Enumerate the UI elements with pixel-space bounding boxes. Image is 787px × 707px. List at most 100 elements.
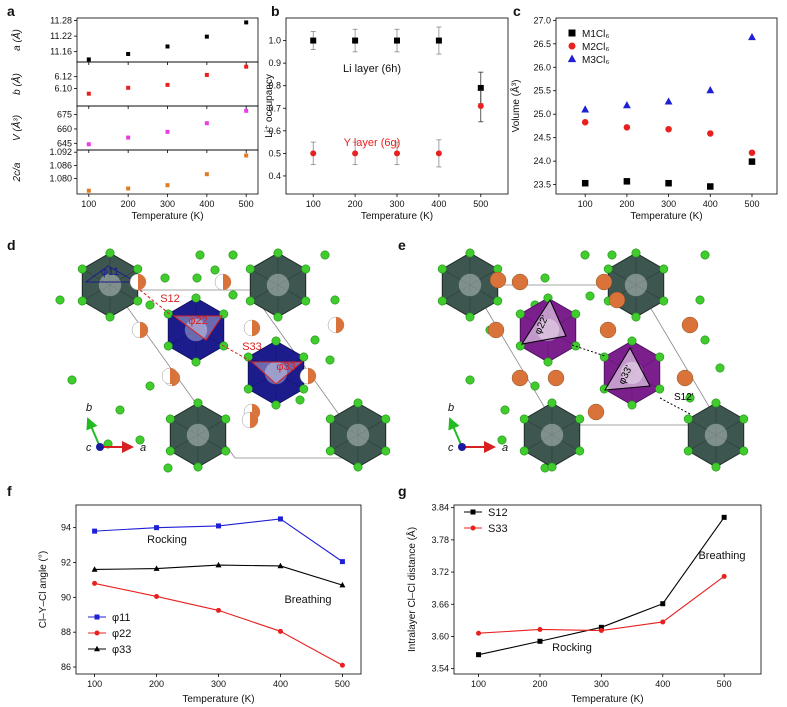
structure-e-cl-atom-143 — [465, 375, 475, 385]
chart-f-legend-marker-2 — [94, 645, 100, 652]
structure-d-m1d-cl-atom-71 — [381, 446, 391, 456]
chart-c-legend-marker-0 — [568, 29, 576, 37]
structure-e-m1d-cl-atom-204 — [711, 462, 721, 472]
chart-f-xtick-label-0: 100 — [87, 679, 102, 689]
chart-c-s2-point-4 — [748, 33, 756, 41]
structure-d-li-site-121-orange-123 — [170, 368, 178, 384]
structure-d-m1c-octa-edge-53 — [170, 418, 199, 436]
panel-label-e: e — [398, 237, 406, 253]
structure-e-cl-atom-133 — [580, 250, 590, 260]
chart-a-sub1-point-3 — [204, 72, 209, 77]
structure-e-cl-atom-148 — [497, 435, 507, 445]
structure-e-m1c-cl-atom-187 — [547, 398, 557, 408]
chart-c-legend-label-0: M1Cl₆ — [582, 29, 609, 40]
chart-a-sub0-ylabel: a (Å) — [10, 29, 23, 51]
chart-f-s2-point-1 — [153, 565, 160, 571]
structure-e-m3-cl-atom-231 — [655, 384, 665, 394]
chart-b-ytick-label-2: 0.6 — [268, 126, 281, 136]
structure-e-m1a-cl-atom-161 — [493, 296, 503, 306]
chart-b-xtick-label-1: 200 — [348, 199, 363, 209]
chart-c-legend-label-1: M2Cl₆ — [582, 42, 609, 53]
chart-f-ylabel: Cl–Y–Cl angle (°) — [38, 551, 49, 628]
chart-b-s0-point-4 — [477, 84, 484, 91]
chart-a-sub0-frame — [76, 17, 259, 63]
structure-e-m1b-cl-atom-174 — [659, 264, 669, 274]
structure-d-cl-atom-4 — [192, 273, 202, 283]
chart-a-sub0-point-4 — [244, 20, 249, 25]
chart-f-xtick-label-2: 300 — [211, 679, 226, 689]
chart-f-ytick-label-3: 92 — [61, 557, 71, 567]
chart-f-s2-line — [94, 564, 343, 586]
structure-d-m3-octa-edge-92 — [275, 372, 304, 390]
structure-d-s33-link — [221, 344, 253, 363]
structure-d-cl-atom-10 — [67, 375, 77, 385]
structure-d-cl-atom-13 — [295, 395, 305, 405]
chart-g-ytick-label-0: 3.54 — [431, 664, 449, 674]
chart-a-sub3-ylabel: 2c/a — [12, 162, 23, 182]
structure-d-m1d-cl-atom-74 — [325, 414, 335, 424]
chart-f-legend-marker-0 — [94, 614, 100, 620]
chart-b-xtick-label-0: 100 — [306, 199, 321, 209]
chart-f-s2-point-2 — [215, 561, 222, 568]
structure-e-cl-atom-146 — [685, 393, 695, 403]
chart-a-sub0-ytick-label-0: 11.16 — [50, 47, 72, 57]
structure-e-m1a-cl-atom-162 — [465, 312, 475, 322]
chart-f-s1-point-4 — [339, 662, 345, 668]
chart-c-s1-point-0 — [581, 118, 589, 126]
chart-a-sub3-frame — [76, 149, 259, 195]
chart-f-xtick-label-3: 400 — [273, 679, 288, 689]
structure-d-axis-c-label: c — [86, 442, 92, 454]
structure-e-m2-cl-atom-220 — [515, 309, 525, 319]
chart-a-sub1-ytick-label-1: 6.12 — [54, 72, 72, 82]
chart-b-xtick-label-3: 400 — [431, 199, 446, 209]
panel-label-f: f — [7, 483, 12, 499]
structure-d-m3-cl-atom-100 — [271, 400, 281, 410]
structure-e-li-site-253-254 — [681, 316, 699, 334]
chart-c-xtick-label-0: 100 — [578, 199, 593, 209]
chart-c-s0-point-4 — [748, 158, 756, 165]
structure-d-cl-atom-8 — [310, 335, 320, 345]
chart-f-ytick-label-4: 94 — [61, 523, 71, 533]
panel-label-b: b — [271, 3, 280, 19]
structure-e-li-site-255-256 — [489, 271, 507, 289]
chart-f-legend-label-0: φ11 — [112, 612, 131, 624]
structure-e-m1d-octa-edge-195 — [715, 418, 744, 436]
structure-e-m1b-cl-atom-178 — [603, 264, 613, 274]
chart-g-s0-point-4 — [721, 514, 727, 520]
chart-c-legend-marker-2 — [567, 54, 577, 63]
chart-g-s1-point-2 — [598, 628, 604, 634]
structure-e-phi22-triangle — [520, 298, 567, 345]
structure-e-li-site-235-236 — [511, 273, 529, 291]
chart-c-xtick-label-1: 200 — [619, 199, 634, 209]
chart-c-s2-point-1 — [622, 101, 631, 109]
panel-label-a: a — [7, 3, 15, 19]
structure-e-m1d-center-atom-200 — [704, 423, 728, 447]
chart-a-sub3-ytick-label-2: 1.092 — [49, 147, 72, 157]
chart-a-sub2-ytick-label-0: 645 — [57, 138, 72, 148]
structure-d-phi11-triangle — [84, 265, 138, 283]
structure-e-m1a-center-atom-158 — [458, 273, 482, 297]
structure-e-m1c-cl-atom-191 — [519, 446, 529, 456]
structure-e-m1b-octa-edge-167 — [635, 268, 664, 286]
structure-d-axis-b-label: b — [86, 402, 92, 414]
chart-f-xtick-label-4: 500 — [335, 679, 350, 689]
structure-e-axis-b-label: b — [448, 402, 454, 414]
chart-f-xtick-label-1: 200 — [149, 679, 164, 689]
structure-d-axis-a-label: a — [140, 442, 146, 454]
structure-d-label-phi11: φ11 — [101, 266, 120, 278]
structure-d-m1a-cl-atom-28 — [133, 264, 143, 274]
structure-d-m1c-cl-atom-57 — [221, 446, 231, 456]
structure-d-m1b-cl-atom-45 — [245, 296, 255, 306]
chart-f-ytick-label-2: 90 — [61, 592, 71, 602]
structure-d-m2-cl-atom-86 — [191, 357, 201, 367]
structure-e-link-1 — [571, 344, 606, 357]
chart-b-s1-point-3 — [435, 150, 442, 157]
structure-d-m1b-cl-atom-43 — [301, 296, 311, 306]
structure-d-m1b-center-atom-40 — [266, 273, 290, 297]
structure-e-axis-b-arrow — [448, 417, 463, 448]
chart-g-annotation-0: Rocking — [552, 642, 592, 654]
chart-a-sub2-point-4 — [244, 108, 249, 113]
structure-e-m1c-cl-atom-192 — [519, 414, 529, 424]
structure-e-m1b-octa-edge-171 — [608, 268, 637, 286]
structure-d-li-site-103-orange-105 — [138, 274, 146, 290]
